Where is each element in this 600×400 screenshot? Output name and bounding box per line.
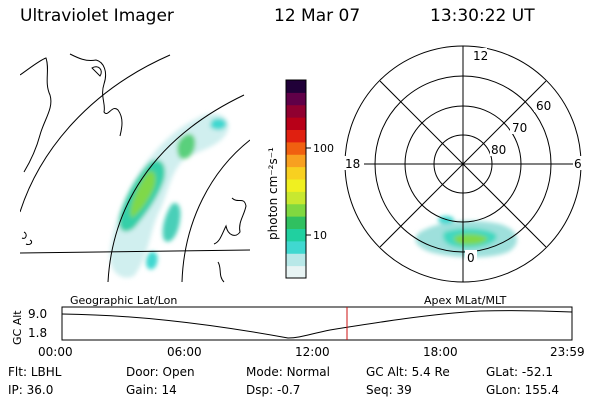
colorbar-band [286, 265, 306, 279]
polar-plot: 12 18 6 0 60 70 80 [344, 45, 585, 283]
timeline-x-tick-1800: 18:00 [423, 345, 458, 359]
colorbar-band [286, 104, 306, 118]
colorbar-band [286, 154, 306, 168]
colorbar-band [286, 191, 306, 205]
observation-time: 13:30:22 UT [430, 6, 535, 26]
colorbar-band [286, 179, 306, 192]
colorbar-gradient [286, 80, 306, 279]
colorbar-band [286, 141, 306, 155]
geographic-map [20, 53, 250, 283]
observation-date: 12 Mar 07 [274, 6, 361, 26]
colorbar-band [286, 166, 306, 180]
status-filter: Flt: LBHL [8, 365, 62, 379]
status-glon: GLon: 155.4 [486, 383, 559, 397]
colorbar-band [286, 253, 306, 267]
mlt-label-18: 18 [345, 157, 360, 171]
lat-label-70: 70 [512, 121, 527, 135]
status-door: Door: Open [126, 365, 195, 379]
timeline-x-tick-1200: 12:00 [295, 345, 330, 359]
timeline-right-label: Apex MLat/MLT [424, 294, 507, 307]
lat-label-80: 80 [491, 143, 506, 157]
colorbar-band [286, 129, 306, 143]
status-gc-alt: GC Alt: 5.4 Re [366, 365, 450, 379]
status-glat: GLat: -52.1 [486, 365, 553, 379]
aurora-emission-geographic [109, 113, 229, 278]
page-title: Ultraviolet Imager [20, 6, 174, 26]
timeline-y-axis-label: GC Alt [11, 310, 24, 345]
colorbar-band [286, 117, 306, 131]
timeline-x-tick-0000: 00:00 [38, 345, 73, 359]
colorbar-band [286, 203, 306, 217]
colorbar-band [286, 228, 306, 242]
colorbar-band [286, 80, 306, 93]
colorbar-band [286, 92, 306, 106]
colorbar-band [286, 216, 306, 230]
status-seq: Seq: 39 [366, 383, 412, 397]
coastline [20, 57, 52, 173]
status-gain: Gain: 14 [126, 383, 177, 397]
timeline-x-tick-0600: 06:00 [167, 345, 202, 359]
colorbar-tick-100: 100 [313, 142, 334, 155]
status-dsp: Dsp: -0.7 [246, 383, 301, 397]
colorbar-unit-label: photon cm⁻²s⁻¹ [266, 147, 280, 240]
mlt-label-6: 6 [574, 157, 582, 171]
timeline-y-tick-1.8: 1.8 [28, 326, 47, 340]
mlt-label-12: 12 [473, 49, 488, 63]
timeline-x-tick-2359: 23:59 [550, 345, 585, 359]
timeline-left-label: Geographic Lat/Lon [70, 294, 177, 307]
orbit-timeline: Geographic Lat/Lon Apex MLat/MLT GC Alt … [11, 294, 585, 359]
altitude-curve [61, 310, 573, 339]
colorbar-band [286, 240, 306, 254]
status-mode: Mode: Normal [246, 365, 330, 379]
lat-label-60: 60 [536, 99, 551, 113]
timeline-y-tick-9: 9.0 [28, 307, 47, 321]
status-ip: IP: 36.0 [8, 383, 54, 397]
colorbar-tick-10: 10 [313, 229, 327, 242]
colorbar: 100 10 photon cm⁻²s⁻¹ [266, 79, 334, 279]
mlt-label-0: 0 [467, 251, 475, 265]
